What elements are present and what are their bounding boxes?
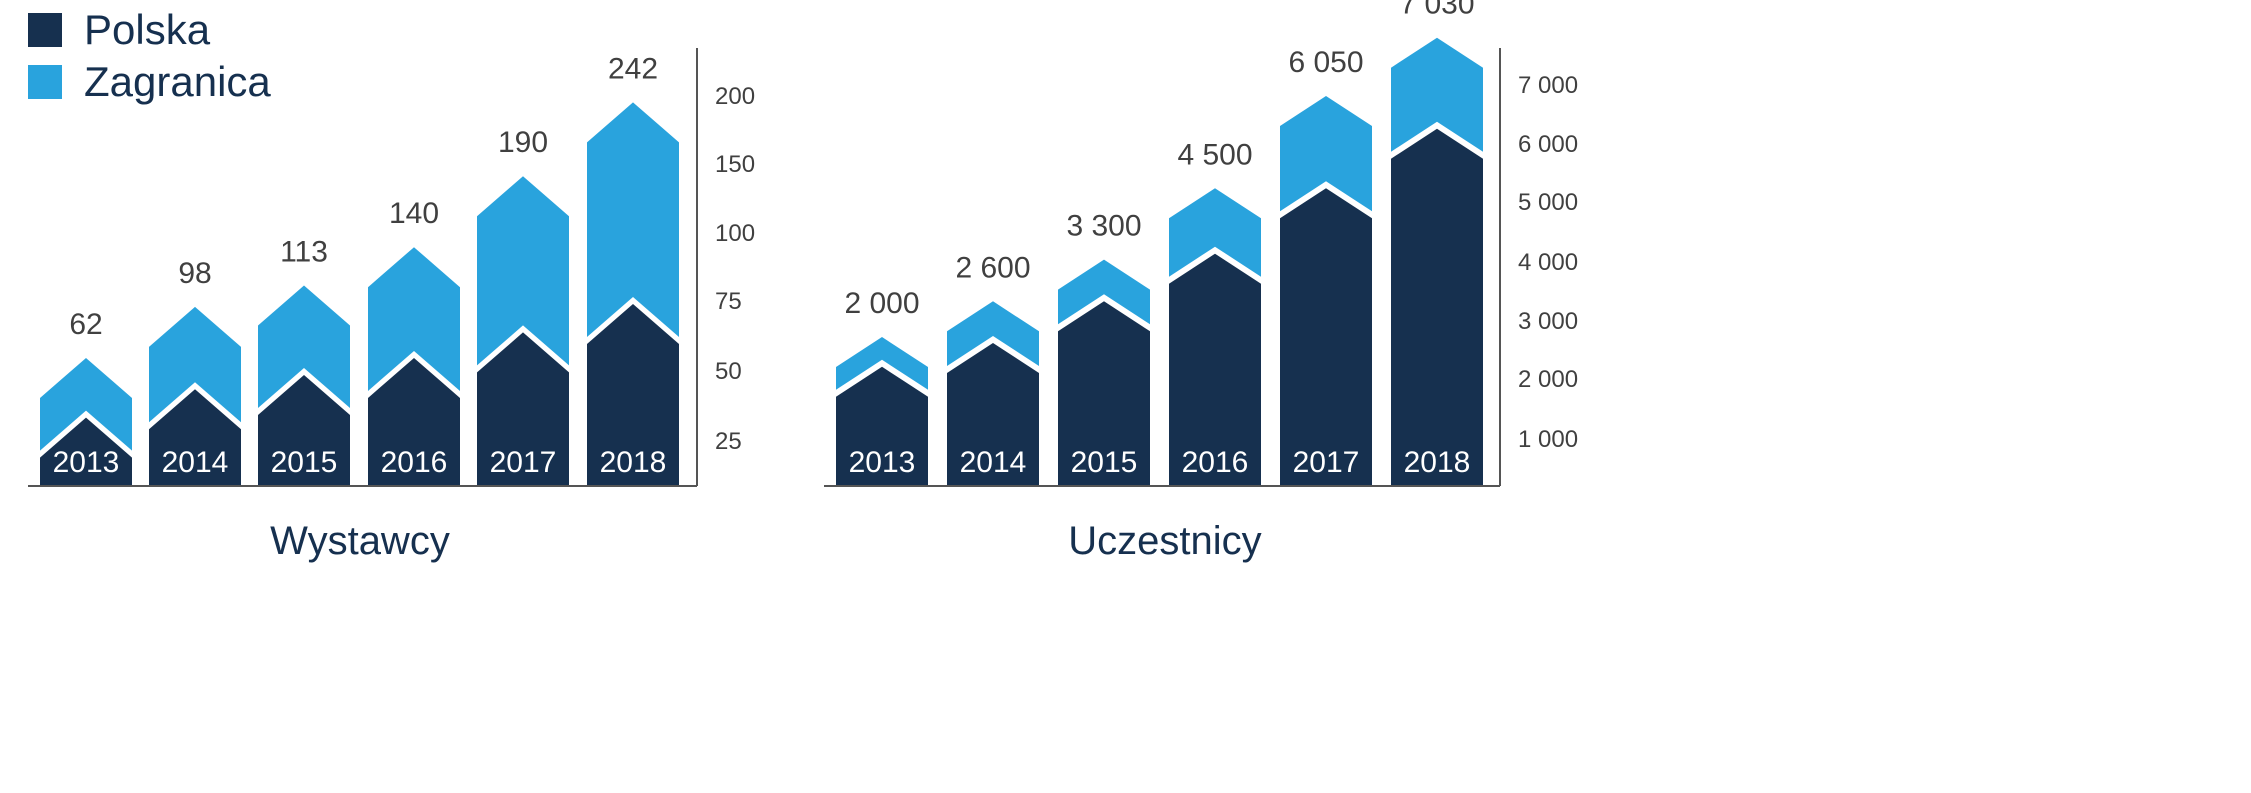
bar-polska (368, 357, 460, 486)
total-value-label: 140 (389, 197, 439, 230)
y-tick-label: 100 (715, 220, 755, 247)
total-value-label: 113 (280, 236, 328, 269)
total-value-label: 2 600 (955, 251, 1030, 284)
year-label: 2016 (1182, 446, 1249, 479)
total-value-label: 7 030 (1399, 0, 1474, 21)
bar-polska (1058, 301, 1150, 486)
legend-swatch-zagranica (28, 65, 62, 99)
y-tick-label: 1 000 (1518, 426, 1578, 453)
total-value-label: 190 (498, 126, 548, 159)
legend: Polska Zagranica (28, 4, 271, 108)
total-value-label: 62 (69, 308, 102, 341)
year-label: 2017 (490, 446, 557, 479)
year-label: 2018 (1404, 446, 1471, 479)
year-label: 2017 (1293, 446, 1360, 479)
y-tick-label: 200 (715, 83, 755, 110)
year-label: 2013 (53, 446, 120, 479)
legend-label-polska: Polska (84, 6, 211, 53)
bar-polska (1169, 253, 1261, 486)
y-tick-label: 25 (715, 428, 742, 455)
legend-label-zagranica: Zagranica (84, 58, 271, 105)
y-tick-label: 3 000 (1518, 308, 1578, 335)
total-value-label: 6 050 (1288, 46, 1363, 79)
year-label: 2013 (849, 446, 916, 479)
bar-polska (1391, 128, 1483, 486)
y-tick-label: 75 (715, 288, 742, 315)
bar-polska (40, 417, 132, 486)
chart-title: Uczestnicy (1068, 519, 1261, 563)
legend-item-polska: Polska (28, 4, 271, 56)
bar-polska (836, 366, 928, 486)
total-value-label: 98 (178, 257, 211, 290)
y-tick-label: 7 000 (1518, 72, 1578, 99)
legend-swatch-polska (28, 13, 62, 47)
year-label: 2014 (960, 446, 1027, 479)
bar-polska (587, 304, 679, 486)
year-label: 2014 (162, 446, 229, 479)
year-label: 2018 (600, 446, 667, 479)
bar-polska (947, 342, 1039, 486)
bar-polska (258, 375, 350, 486)
chart-title: Wystawcy (270, 519, 450, 563)
year-label: 2016 (381, 446, 448, 479)
year-label: 2015 (1071, 446, 1138, 479)
y-tick-label: 2 000 (1518, 366, 1578, 393)
y-tick-label: 50 (715, 358, 742, 385)
legend-item-zagranica: Zagranica (28, 56, 271, 108)
bar-polska (477, 332, 569, 486)
y-tick-label: 5 000 (1518, 189, 1578, 216)
bar-polska (149, 389, 241, 486)
chart-2: 2013 2 000 2014 2 600 2015 3 300 2016 4 500 2017… (824, 0, 1578, 563)
year-label: 2015 (271, 446, 338, 479)
chart-1: 2013 62 2014 98 2015 113 2016 140 2017 190 2018 242… (28, 48, 755, 563)
total-value-label: 4 500 (1177, 138, 1252, 171)
y-tick-label: 4 000 (1518, 249, 1578, 276)
total-value-label: 3 300 (1066, 210, 1141, 243)
bar-polska (1280, 188, 1372, 486)
total-value-label: 242 (608, 52, 658, 85)
y-tick-label: 150 (715, 151, 755, 178)
total-value-label: 2 000 (844, 287, 919, 320)
y-tick-label: 6 000 (1518, 131, 1578, 158)
